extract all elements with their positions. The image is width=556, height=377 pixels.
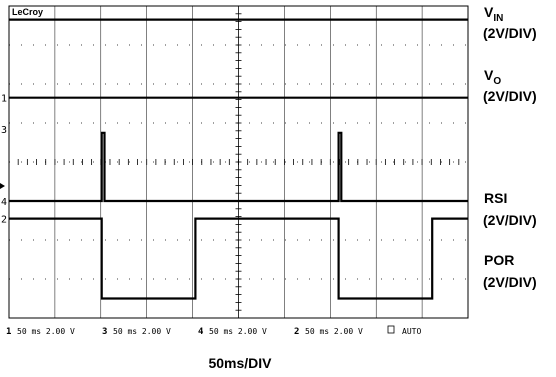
channel-marker: 2 [1, 215, 7, 226]
status-trigger-mode: AUTO [402, 327, 421, 336]
series-scale-por: (2V/DIV) [483, 274, 537, 290]
status-text: 50 ms 2.00 V [17, 327, 75, 336]
status-channel: 2 [294, 327, 299, 337]
status-channel: 1 [6, 327, 11, 337]
status-channel: 4 [198, 327, 204, 337]
series-label-por: POR [484, 252, 514, 268]
status-box-icon [388, 326, 394, 333]
status-channel: 3 [102, 327, 107, 337]
status-text: 50 ms 2.00 V [305, 327, 363, 336]
series-scale-vo: (2V/DIV) [483, 88, 537, 104]
x-axis-label: 50ms/DIV [0, 355, 480, 371]
status-text: 50 ms 2.00 V [113, 327, 171, 336]
status-text: 50 ms 2.00 V [209, 327, 267, 336]
series-label-vo: VO [484, 67, 501, 86]
scope-brand: LeCroy [12, 7, 43, 17]
channel-marker: 3 [1, 125, 7, 136]
series-label-vin: VIN [484, 4, 503, 23]
series-scale-rsi: (2V/DIV) [483, 212, 537, 228]
channel-marker: 1 [1, 94, 7, 105]
series-scale-vin: (2V/DIV) [483, 25, 537, 41]
series-label-rsi: RSI [484, 190, 507, 206]
channel-marker: 4 [1, 197, 7, 208]
trigger-arrow-icon [0, 183, 5, 189]
